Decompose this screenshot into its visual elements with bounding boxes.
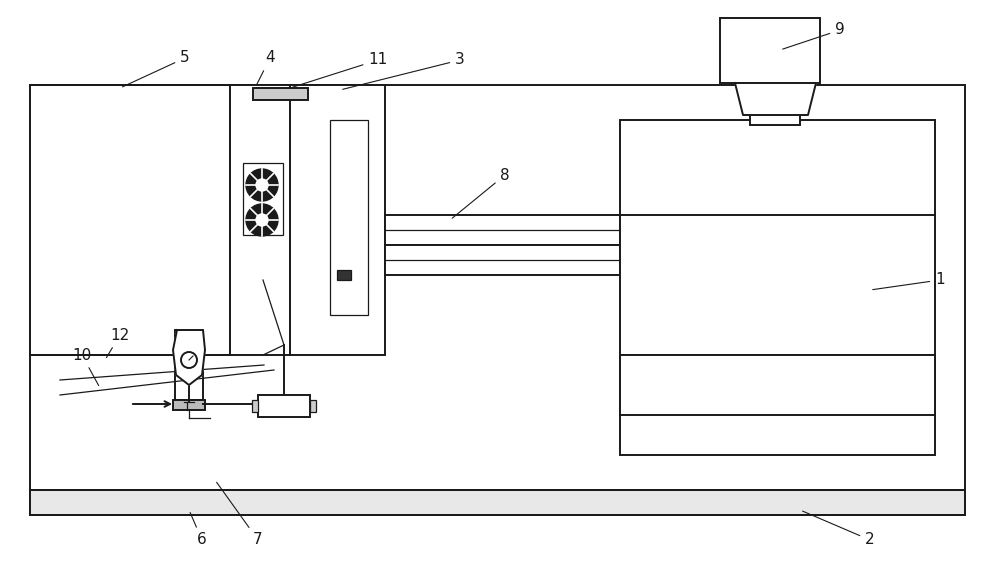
Text: 10: 10	[72, 347, 99, 386]
Bar	[720, 18, 820, 83]
Bar	[30, 85, 230, 355]
Bar	[258, 395, 310, 417]
Bar	[620, 120, 935, 455]
Bar	[750, 115, 800, 125]
Bar	[252, 400, 258, 412]
Bar	[253, 88, 308, 100]
Circle shape	[256, 214, 268, 226]
Circle shape	[256, 179, 268, 191]
Text: 5: 5	[123, 50, 190, 87]
Bar	[620, 355, 935, 415]
Text: 7: 7	[217, 482, 263, 548]
Bar	[30, 85, 965, 515]
Polygon shape	[735, 83, 816, 115]
Text: 9: 9	[783, 22, 845, 49]
Bar	[230, 85, 290, 355]
Circle shape	[246, 204, 278, 236]
Text: 4: 4	[256, 50, 275, 85]
Text: 6: 6	[190, 512, 207, 548]
Text: 11: 11	[293, 53, 388, 87]
Polygon shape	[173, 330, 205, 385]
Bar	[30, 490, 965, 515]
Bar	[243, 163, 283, 235]
Bar	[337, 270, 351, 280]
Text: 3: 3	[343, 53, 465, 90]
Bar	[175, 330, 203, 400]
Text: 8: 8	[452, 167, 510, 218]
Bar	[290, 85, 385, 355]
Bar	[310, 400, 316, 412]
Bar	[385, 215, 620, 245]
Text: 12: 12	[106, 328, 130, 357]
Text: 2: 2	[803, 511, 875, 548]
Bar	[385, 245, 620, 275]
Bar	[173, 400, 205, 410]
Circle shape	[246, 169, 278, 201]
Text: 1: 1	[873, 273, 945, 290]
Bar	[330, 120, 368, 315]
